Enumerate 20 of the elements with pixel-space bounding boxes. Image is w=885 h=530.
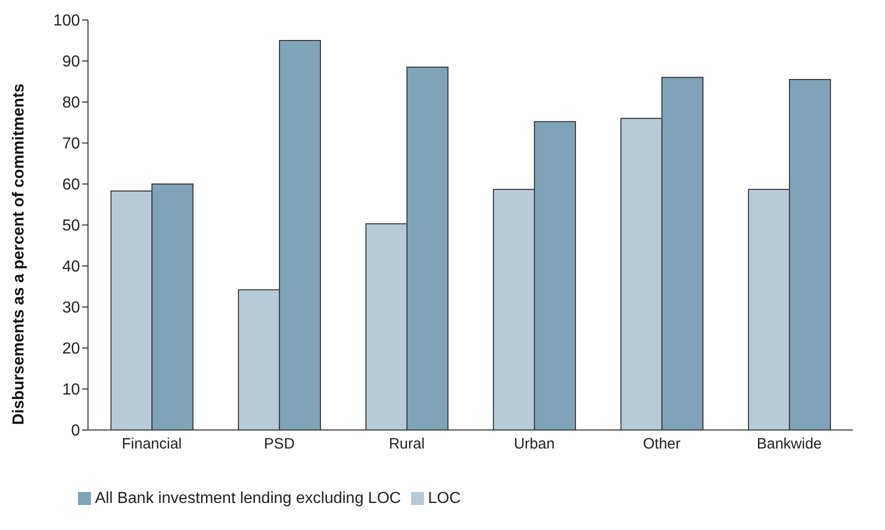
y-tick-label: 80 bbox=[62, 94, 80, 112]
y-tick-label: 100 bbox=[53, 12, 80, 30]
x-tick-label: PSD bbox=[264, 436, 295, 453]
x-tick-label: Other bbox=[642, 436, 681, 453]
legend-label: All Bank investment lending excluding LOC bbox=[95, 490, 401, 507]
y-tick-label: 70 bbox=[62, 136, 80, 153]
y-tick-label: 30 bbox=[62, 300, 80, 317]
y-tick-label: 0 bbox=[71, 422, 80, 440]
y-tick-label: 60 bbox=[62, 176, 80, 194]
x-tick-label: Bankwide bbox=[756, 436, 822, 453]
y-tick-label: 40 bbox=[62, 258, 80, 276]
x-tick-label: Urban bbox=[514, 436, 555, 453]
x-tick-label: Rural bbox=[388, 436, 425, 453]
y-tick-label: 20 bbox=[62, 340, 80, 358]
y-tick-label: 50 bbox=[62, 218, 80, 235]
y-tick-label: 10 bbox=[62, 382, 80, 399]
x-tick-label: Financial bbox=[122, 436, 182, 453]
legend-label: LOC bbox=[428, 490, 461, 507]
y-tick-label: 90 bbox=[62, 54, 80, 71]
y-axis-title: Disbursements as a percent of commitments bbox=[10, 83, 28, 425]
